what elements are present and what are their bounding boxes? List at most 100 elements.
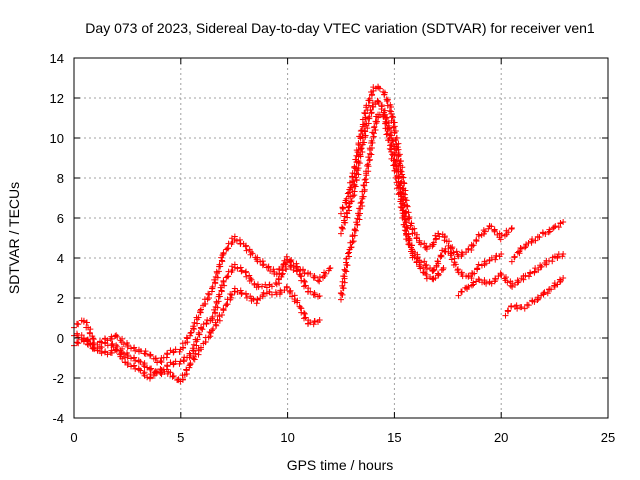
x-axis-label: GPS time / hours <box>287 457 394 473</box>
data-point-marker <box>391 161 398 168</box>
data-point-marker <box>237 240 244 247</box>
data-point-marker <box>551 280 558 287</box>
data-point-marker <box>515 278 522 285</box>
y-tick-label: 14 <box>50 51 64 66</box>
data-point-marker <box>283 266 290 273</box>
data-point-marker <box>89 335 96 342</box>
data-point-marker <box>508 258 515 265</box>
data-point-marker <box>353 177 360 184</box>
data-point-marker <box>152 368 159 375</box>
data-point-marker <box>390 124 397 131</box>
data-point-marker <box>554 281 561 288</box>
data-point-marker <box>206 291 213 298</box>
data-point-marker <box>349 239 356 246</box>
data-point-marker <box>453 248 460 255</box>
data-point-marker <box>536 234 543 241</box>
data-point-marker <box>84 338 91 345</box>
data-point-marker <box>220 306 227 313</box>
data-point-marker <box>279 267 286 274</box>
data-point-marker <box>191 356 198 363</box>
data-point-marker <box>242 243 249 250</box>
data-point-marker <box>337 289 344 296</box>
data-point-marker <box>365 115 372 122</box>
data-point-marker <box>209 313 216 320</box>
data-point-marker <box>316 278 323 285</box>
x-tick-label: 25 <box>601 430 615 445</box>
data-point-marker <box>91 344 98 351</box>
data-point-marker <box>187 360 194 367</box>
data-point-marker <box>365 154 372 161</box>
data-point-marker <box>346 249 353 256</box>
data-point-marker <box>197 344 204 351</box>
data-point-marker <box>218 254 225 261</box>
data-point-marker <box>388 110 395 117</box>
data-point-marker <box>359 130 366 137</box>
data-point-marker <box>498 232 505 239</box>
data-point-marker <box>228 292 235 299</box>
data-point-marker <box>438 252 445 259</box>
data-point-marker <box>361 109 368 116</box>
data-point-marker <box>468 282 475 289</box>
y-tick-label: 2 <box>57 291 64 306</box>
data-point-marker <box>351 188 358 195</box>
data-point-marker <box>288 263 295 270</box>
data-point-marker <box>197 307 204 314</box>
data-point-marker <box>118 350 125 357</box>
data-point-marker <box>421 258 428 265</box>
data-point-marker <box>307 319 314 326</box>
data-point-marker <box>87 341 94 348</box>
data-point-marker <box>212 280 219 287</box>
data-point-marker <box>406 241 413 248</box>
data-point-marker <box>128 345 135 352</box>
data-point-marker <box>83 319 90 326</box>
data-point-marker <box>452 261 459 268</box>
data-point-marker <box>518 245 525 252</box>
data-point-marker <box>302 314 309 321</box>
data-point-marker <box>120 341 127 348</box>
data-point-marker <box>188 329 195 336</box>
data-point-marker <box>398 204 405 211</box>
data-point-marker <box>344 190 351 197</box>
data-point-marker <box>434 270 441 277</box>
data-point-marker <box>560 275 567 281</box>
data-point-marker <box>538 263 545 270</box>
data-point-marker <box>147 374 154 381</box>
data-point-marker <box>234 288 241 295</box>
data-point-marker <box>384 114 391 121</box>
data-point-marker <box>214 304 221 311</box>
data-point-marker <box>359 139 366 146</box>
data-point-marker <box>376 111 383 118</box>
data-point-marker <box>233 237 240 244</box>
data-point-marker <box>356 216 363 223</box>
data-point-marker <box>360 182 367 189</box>
data-point-marker <box>430 267 437 274</box>
data-point-marker <box>404 203 411 210</box>
data-point-marker <box>532 237 539 244</box>
data-point-marker <box>216 291 223 298</box>
data-point-marker <box>365 102 372 109</box>
data-point-marker <box>545 229 552 236</box>
data-point-marker <box>391 123 398 130</box>
data-point-marker <box>326 265 333 272</box>
data-point-marker <box>380 113 387 120</box>
data-point-marker <box>338 230 344 237</box>
data-point-marker <box>219 258 226 265</box>
data-point-marker <box>542 230 549 237</box>
data-point-marker <box>283 283 290 290</box>
data-point-marker <box>366 157 373 164</box>
data-point-marker <box>475 276 482 283</box>
data-point-marker <box>120 351 127 358</box>
data-point-marker <box>359 121 366 128</box>
data-point-marker <box>391 167 398 174</box>
data-point-marker <box>157 365 164 372</box>
data-point-marker <box>238 267 245 274</box>
data-point-marker <box>307 270 314 277</box>
data-point-marker <box>351 181 358 188</box>
data-point-marker <box>400 210 407 217</box>
data-point-marker <box>257 258 264 265</box>
data-point-marker <box>434 258 441 265</box>
data-point-marker <box>311 318 318 325</box>
data-point-marker <box>365 120 372 127</box>
data-point-marker <box>137 358 144 365</box>
data-point-marker <box>355 171 362 178</box>
